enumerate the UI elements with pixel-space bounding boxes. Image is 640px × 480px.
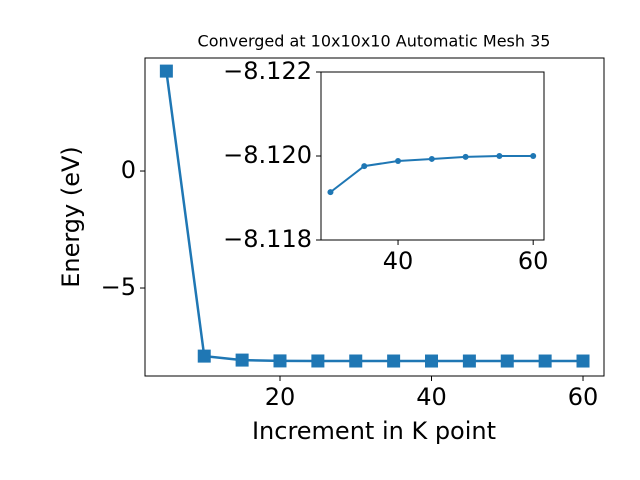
marker bbox=[349, 354, 363, 368]
marker bbox=[462, 153, 469, 160]
y-tick-label: 0 bbox=[121, 156, 136, 184]
marker bbox=[197, 349, 211, 363]
y-tick-label: −8.120 bbox=[223, 141, 312, 169]
marker bbox=[327, 189, 334, 196]
marker bbox=[361, 163, 368, 170]
marker bbox=[273, 354, 287, 368]
axes-frame bbox=[144, 57, 605, 377]
marker bbox=[500, 354, 514, 368]
marker bbox=[159, 64, 173, 78]
marker bbox=[538, 354, 552, 368]
x-tick-label: 60 bbox=[568, 383, 599, 411]
chart-title: Converged at 10x10x10 Automatic Mesh 35 bbox=[198, 32, 551, 51]
marker bbox=[425, 354, 439, 368]
x-tick-label: 40 bbox=[383, 247, 414, 275]
y-tick-label: −8.122 bbox=[223, 57, 312, 85]
y-tick-label: −5 bbox=[101, 273, 136, 301]
marker bbox=[428, 155, 435, 162]
marker bbox=[311, 354, 325, 368]
x-axis-label: Increment in K point bbox=[252, 417, 496, 445]
axes-frame bbox=[320, 71, 545, 241]
x-tick-label: 60 bbox=[518, 247, 549, 275]
marker bbox=[395, 158, 402, 165]
marker bbox=[496, 153, 503, 159]
y-axis-label: Energy (eV) bbox=[57, 146, 85, 288]
marker bbox=[235, 353, 249, 367]
x-tick-label: 40 bbox=[416, 383, 447, 411]
y-tick-label: −8.118 bbox=[223, 225, 312, 253]
marker bbox=[576, 354, 590, 368]
x-tick-label: 20 bbox=[265, 383, 296, 411]
marker bbox=[462, 354, 476, 368]
marker bbox=[530, 153, 537, 159]
marker bbox=[387, 354, 401, 368]
